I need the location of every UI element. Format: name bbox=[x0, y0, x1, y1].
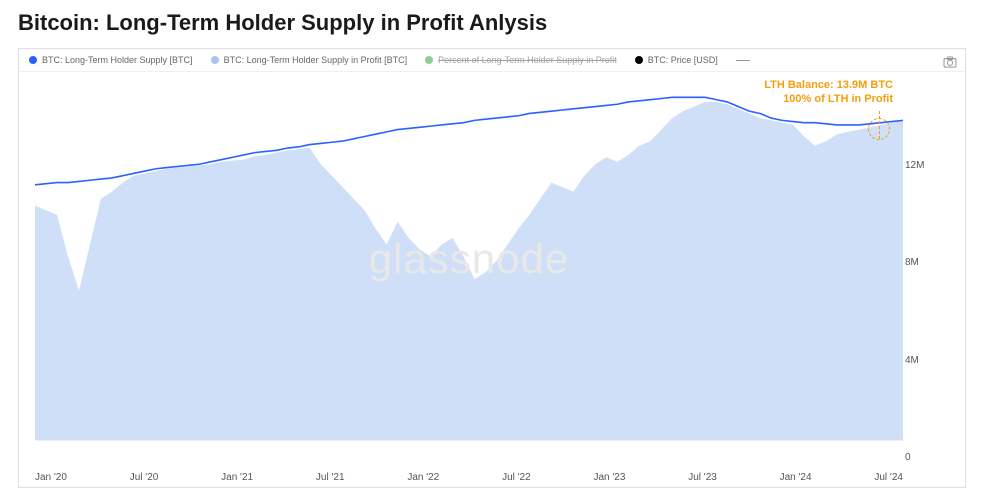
chart-title: Bitcoin: Long-Term Holder Supply in Prof… bbox=[18, 10, 966, 36]
camera-icon[interactable] bbox=[943, 55, 957, 67]
legend-label: BTC: Long-Term Holder Supply in Profit [… bbox=[224, 55, 408, 65]
legend-swatch bbox=[211, 56, 219, 64]
legend-swatch bbox=[29, 56, 37, 64]
x-axis: Jan '20 Jul '20 Jan '21 Jul '21 Jan '22 Jul '… bbox=[35, 472, 903, 483]
chart-svg bbox=[35, 72, 903, 441]
x-tick-label: Jul '23 bbox=[688, 472, 717, 483]
legend-item-lth-profit[interactable]: BTC: Long-Term Holder Supply in Profit [… bbox=[211, 55, 408, 65]
annotation-callout: LTH Balance: 13.9M BTC 100% of LTH in Pr… bbox=[764, 78, 893, 107]
legend-label: Percent of Long-Term Holder Supply in Pr… bbox=[438, 55, 617, 65]
y-axis-price: $4k$8k$20k$60k$100k bbox=[931, 73, 961, 463]
legend-item-extra[interactable] bbox=[736, 60, 750, 61]
legend-label: BTC: Long-Term Holder Supply [BTC] bbox=[42, 55, 193, 65]
y-tick-supply: 12M bbox=[905, 160, 924, 171]
x-tick-label: Jan '20 bbox=[35, 472, 67, 483]
legend-item-lth-supply[interactable]: BTC: Long-Term Holder Supply [BTC] bbox=[29, 55, 193, 65]
x-tick-label: Jul '20 bbox=[130, 472, 159, 483]
legend-item-price[interactable]: BTC: Price [USD] bbox=[635, 55, 718, 65]
x-tick-label: Jul '21 bbox=[316, 472, 345, 483]
annotation-line1: LTH Balance: 13.9M BTC bbox=[764, 78, 893, 92]
legend-swatch bbox=[635, 56, 643, 64]
legend-label: BTC: Price [USD] bbox=[648, 55, 718, 65]
chart-container: BTC: Long-Term Holder Supply [BTC] BTC: … bbox=[18, 48, 966, 488]
x-tick-label: Jul '24 bbox=[874, 472, 903, 483]
y-tick-supply: 4M bbox=[905, 355, 919, 366]
plot-area[interactable]: glassnode LTH Balance: 13.9M BTC 100% of… bbox=[35, 72, 903, 462]
x-tick-label: Jul '22 bbox=[502, 472, 531, 483]
x-tick-label: Jan '23 bbox=[593, 472, 625, 483]
y-tick-supply: 0 bbox=[905, 452, 911, 463]
legend-item-percent[interactable]: Percent of Long-Term Holder Supply in Pr… bbox=[425, 55, 617, 65]
x-tick-label: Jan '24 bbox=[780, 472, 812, 483]
annotation-line2: 100% of LTH in Profit bbox=[764, 92, 893, 106]
annotation-vline bbox=[879, 111, 880, 139]
y-tick-supply: 8M bbox=[905, 257, 919, 268]
legend-line bbox=[736, 60, 750, 61]
legend: BTC: Long-Term Holder Supply [BTC] BTC: … bbox=[19, 49, 965, 72]
x-tick-label: Jan '22 bbox=[407, 472, 439, 483]
legend-swatch bbox=[425, 56, 433, 64]
y-axis-supply: 0 4M 8M 12M bbox=[905, 73, 929, 463]
x-tick-label: Jan '21 bbox=[221, 472, 253, 483]
